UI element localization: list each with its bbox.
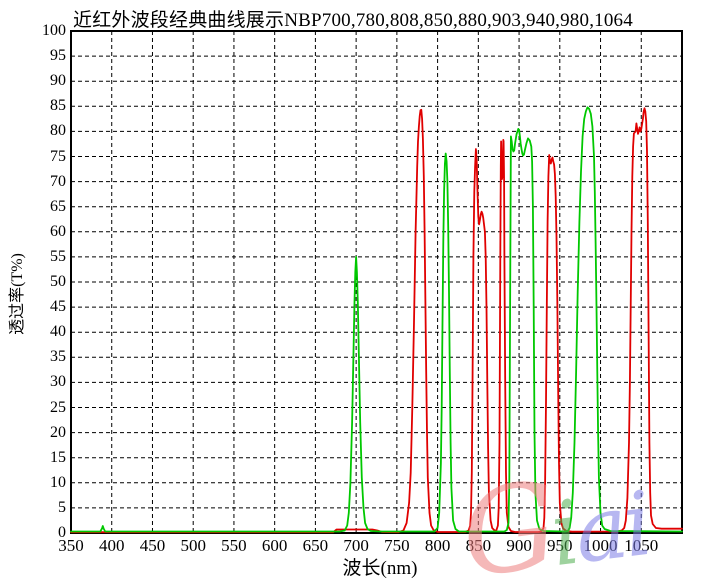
x-tick-label: 900 — [506, 536, 532, 555]
y-tick-label: 35 — [50, 348, 66, 366]
y-tick-label: 75 — [50, 147, 66, 165]
x-tick-label: 350 — [58, 536, 84, 555]
x-tick-label: 500 — [180, 536, 206, 555]
y-tick-label: 25 — [50, 398, 66, 416]
y-tick-label: 95 — [50, 47, 66, 65]
x-tick-label: 450 — [139, 536, 166, 555]
chart-title: 近红外波段经典曲线展示NBP700,780,808,850,880,903,94… — [73, 10, 633, 31]
y-tick-label: 20 — [50, 423, 66, 441]
x-tick-label: 400 — [98, 536, 125, 555]
y-tick-label: 60 — [50, 222, 66, 240]
x-tick-label: 1050 — [624, 536, 659, 555]
y-tick-label: 65 — [50, 197, 66, 215]
x-tick-label: 950 — [547, 536, 573, 555]
y-tick-label: 40 — [50, 323, 66, 341]
y-tick-label: 45 — [50, 298, 66, 316]
x-tick-label: 1000 — [583, 536, 618, 555]
x-tick-label: 600 — [261, 536, 288, 555]
y-tick-label: 50 — [50, 273, 66, 290]
y-tick-label: 10 — [50, 473, 66, 491]
y-tick-label: 5 — [58, 498, 66, 516]
x-axis-label: 波长(nm) — [342, 558, 418, 579]
y-tick-label: 85 — [50, 97, 66, 115]
y-tick-label: 90 — [50, 72, 66, 90]
x-tick-label: 550 — [221, 536, 247, 555]
y-tick-label: 55 — [50, 247, 66, 265]
y-tick-label: 15 — [50, 448, 66, 466]
y-tick-label: 0 — [58, 524, 66, 541]
y-tick-label: 30 — [50, 373, 66, 391]
x-tick-label: 650 — [302, 536, 329, 555]
y-tick-label: 100 — [42, 22, 66, 39]
x-tick-label: 850 — [465, 536, 492, 555]
x-tick-label: 800 — [424, 536, 451, 555]
y-tick-label: 70 — [50, 172, 66, 190]
x-tick-label: 750 — [384, 536, 410, 555]
x-tick-label: 700 — [343, 536, 369, 555]
y-tick-label: 80 — [50, 122, 66, 140]
y-axis-label: 透过率(T%) — [9, 253, 26, 335]
